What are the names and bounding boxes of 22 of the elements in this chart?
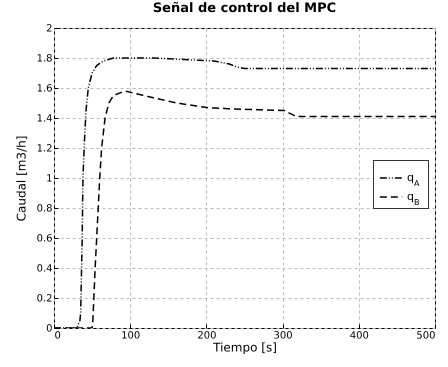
- x-tick-label: 100: [121, 330, 140, 342]
- legend-label: q$_{A}$: [407, 171, 420, 188]
- y-tick-label: 0.2: [36, 294, 52, 304]
- y-tick-label: 0.8: [36, 204, 52, 214]
- y-tick-label: 1: [46, 174, 52, 184]
- y-axis-title: Caudal [m3/h]: [14, 136, 29, 222]
- y-tick-label: 0.6: [36, 234, 52, 244]
- y-tick-label: 1.6: [36, 84, 52, 94]
- x-tick-label: 300: [274, 330, 293, 342]
- y-tick-label: 1.4: [36, 114, 52, 124]
- x-tick-label: 200: [197, 330, 216, 342]
- legend-label: q$_{B}$: [407, 190, 420, 206]
- x-tick-label: 400: [350, 330, 369, 342]
- x-tick-label: 500: [416, 330, 436, 342]
- y-tick-label: 1.8: [36, 54, 52, 64]
- x-axis-title: Tiempo [s]: [212, 340, 277, 354]
- y-tick-label: 2: [46, 24, 52, 34]
- y-tick-label: 0.4: [36, 264, 52, 274]
- y-tick-label: 1.2: [36, 144, 52, 154]
- y-tick-label: 0: [46, 324, 52, 334]
- x-tick-label: 0: [54, 330, 61, 342]
- chart-title: Señal de control del MPC: [152, 1, 336, 16]
